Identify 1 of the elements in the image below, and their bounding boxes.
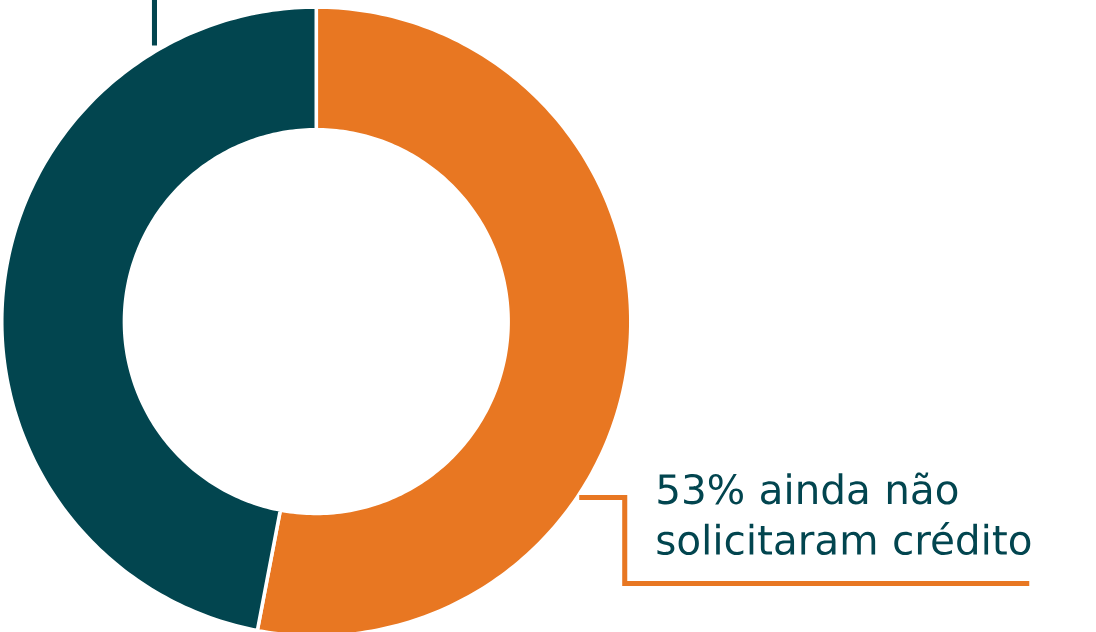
slice-label: 53% ainda não solicitaram crédito (657, 472, 1031, 556)
